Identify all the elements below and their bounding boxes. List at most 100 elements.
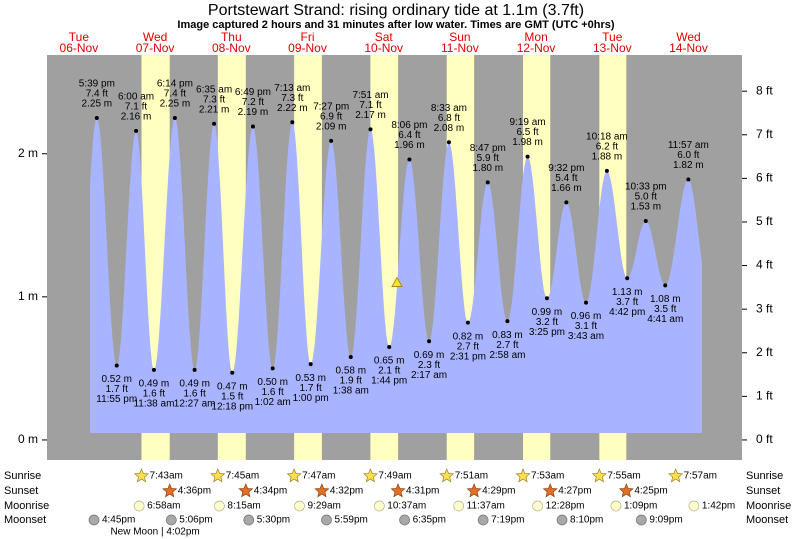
moonrise-time: 1:09pm <box>624 501 657 512</box>
sunrise-time: 7:49am <box>378 471 411 482</box>
day-weekday: Sat <box>375 30 394 44</box>
tide-label: 10:33 pm <box>625 182 667 193</box>
sunset-time: 4:27pm <box>558 486 591 497</box>
tide-point <box>564 200 569 205</box>
tide-label: 1.6 ft <box>262 387 284 398</box>
moonset-icon <box>321 514 332 526</box>
sunrise-time: 7:47am <box>302 471 335 482</box>
day-weekday: Wed <box>143 30 167 44</box>
chart-subtitle: Image captured 2 hours and 31 minutes af… <box>177 19 615 31</box>
tide-label: 5:39 pm <box>79 79 115 90</box>
day-weekday: Tue <box>69 30 90 44</box>
tide-label: 6:14 pm <box>157 79 193 90</box>
sunrise-icon <box>591 468 607 483</box>
moonrise-time: 6:58am <box>147 501 180 512</box>
tide-label: 6.8 ft <box>438 113 460 124</box>
tide-point <box>427 339 432 344</box>
tide-label: 3.5 ft <box>654 304 676 315</box>
moonset-icon <box>556 514 568 526</box>
tide-label: 11:38 am <box>133 398 174 409</box>
tide-label: 2.7 ft <box>496 340 518 351</box>
moonset-icon <box>243 514 255 526</box>
sunset-icon <box>466 483 482 498</box>
day-date: 06-Nov <box>60 41 99 55</box>
y-tick-label: 2 m <box>18 146 38 160</box>
tide-label: 0.69 m <box>414 350 445 361</box>
tide-label: 4:42 pm <box>609 307 645 318</box>
tide-label: 1:44 pm <box>371 376 407 387</box>
moonset-time: 6:35pm <box>413 515 446 526</box>
day-weekday: Thu <box>221 30 242 44</box>
tide-label: 7.3 ft <box>281 93 303 104</box>
tide-label: 0.47 m <box>217 381 248 392</box>
tide-label: 2.22 m <box>277 103 308 114</box>
tide-label: 1.7 ft <box>106 384 128 395</box>
moonrise-time: 1:42pm <box>702 501 735 512</box>
tide-point <box>348 354 353 359</box>
sunrise-time: 7:43am <box>150 471 183 482</box>
tide-point <box>329 138 334 143</box>
tide-label: 0.52 m <box>101 374 132 385</box>
sunset-icon <box>542 483 558 498</box>
tide-label: 2.21 m <box>199 104 230 115</box>
current-tide-marker <box>391 276 403 287</box>
row-label: Sunset <box>746 485 780 497</box>
day-date: 10-Nov <box>364 41 403 55</box>
moonrise-icon <box>133 500 145 512</box>
tide-label: 10:18 am <box>586 132 628 143</box>
y-tick-label: 1 m <box>18 289 38 303</box>
sunset-icon <box>390 483 406 498</box>
tide-label: 6.9 ft <box>320 112 342 123</box>
sunrise-icon <box>668 468 684 483</box>
tide-label: 1:00 pm <box>293 393 329 404</box>
tide-label: 0.82 m <box>453 331 484 342</box>
day-date: 07-Nov <box>136 41 175 55</box>
tide-label: 1.80 m <box>472 163 503 174</box>
tide-label: 9:32 pm <box>548 163 584 174</box>
sunrise-icon <box>439 468 455 483</box>
tide-label: 7.1 ft <box>125 101 147 112</box>
tide-label: 6.0 ft <box>677 150 699 161</box>
moonset-time: 5:06pm <box>179 515 212 526</box>
tide-point <box>368 127 373 132</box>
row-label: Sunrise <box>746 470 783 482</box>
tide-label: 2.17 m <box>355 110 386 121</box>
tide-label: 12:18 pm <box>211 401 253 412</box>
day-weekday: Sun <box>449 30 470 44</box>
tide-label: 12:27 am <box>174 398 216 409</box>
sunrise-time: 7:55am <box>607 471 640 482</box>
tide-label: 2.25 m <box>160 99 191 110</box>
tide-label: 1.88 m <box>592 152 623 163</box>
tide-label: 0.65 m <box>374 356 405 367</box>
y2-tick-label: 3 ft <box>756 301 773 315</box>
tide-point <box>230 370 235 375</box>
tide-label: 2.3 ft <box>418 360 440 371</box>
tide-label: 6.4 ft <box>398 130 420 141</box>
y2-tick-label: 5 ft <box>756 214 773 228</box>
sunset-time: 4:36pm <box>178 486 211 497</box>
tide-label: 0.49 m <box>139 378 170 389</box>
sunset-icon <box>238 483 254 498</box>
sunset-time: 4:29pm <box>482 486 515 497</box>
day-date: 14-Nov <box>669 41 708 55</box>
sunset-icon <box>618 483 634 498</box>
tide-label: 2.09 m <box>316 122 347 133</box>
tide-label: 3.7 ft <box>616 297 638 308</box>
moonset-icon <box>636 514 647 526</box>
tide-point <box>525 154 530 159</box>
tide-point <box>485 180 490 185</box>
y2-tick-label: 0 ft <box>756 432 773 446</box>
tide-label: 1.7 ft <box>300 383 322 394</box>
tide-point <box>151 367 156 372</box>
chart-title: Portstewart Strand: rising ordinary tide… <box>208 2 584 19</box>
moon-phase: New Moon | 4:02pm <box>110 527 199 538</box>
tide-label: 2.19 m <box>238 107 269 118</box>
tide-label: 7.2 ft <box>242 97 264 108</box>
tide-label: 7.1 ft <box>359 100 381 111</box>
tide-label: 0.49 m <box>179 378 210 389</box>
sunrise-icon <box>286 468 302 483</box>
sunrise-time: 7:51am <box>455 471 488 482</box>
moonset-time: 5:30pm <box>257 515 290 526</box>
row-label: Moonset <box>746 514 788 526</box>
moonset-time: 7:19pm <box>491 515 524 526</box>
